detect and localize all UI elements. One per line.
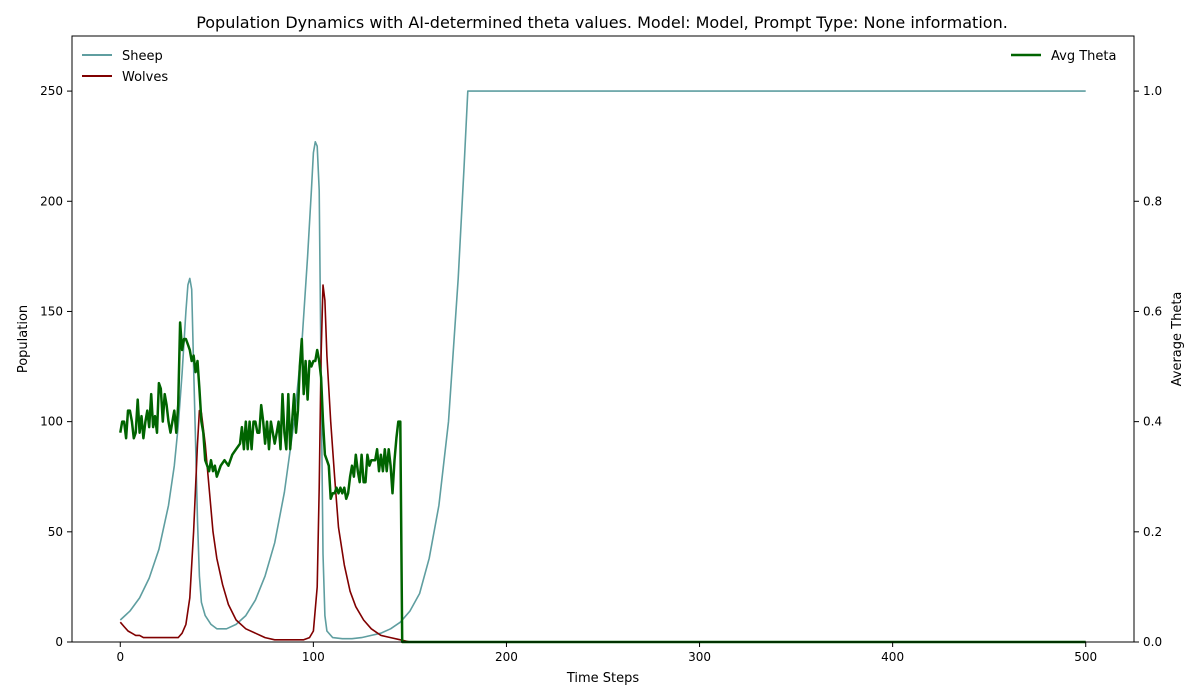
x-tick-label: 0 bbox=[116, 650, 124, 664]
y2-tick-label: 0.4 bbox=[1143, 415, 1162, 429]
legend-avg-theta-label: Avg Theta bbox=[1051, 49, 1116, 64]
x-tick-label: 500 bbox=[1074, 650, 1097, 664]
legend-wolves-label: Wolves bbox=[122, 70, 168, 85]
x-tick-label: 200 bbox=[495, 650, 518, 664]
y-tick-label: 0 bbox=[55, 635, 63, 649]
y2-tick-label: 0.0 bbox=[1143, 635, 1162, 649]
y2-tick-label: 1.0 bbox=[1143, 84, 1162, 98]
x-tick-label: 100 bbox=[302, 650, 325, 664]
legend-sheep-label: Sheep bbox=[122, 49, 163, 64]
y2-axis-label: Average Theta bbox=[1170, 292, 1185, 387]
series-line-wolves bbox=[119, 284, 1086, 643]
series-line-avg-theta bbox=[119, 321, 1086, 644]
chart-title: Population Dynamics with AI-determined t… bbox=[196, 13, 1008, 32]
y-axis-label: Population bbox=[16, 305, 31, 373]
x-axis-label: Time Steps bbox=[566, 671, 640, 686]
y2-tick-label: 0.6 bbox=[1143, 304, 1162, 318]
x-tick-label: 400 bbox=[881, 650, 904, 664]
y-tick-label: 50 bbox=[48, 525, 63, 539]
y2-tick-label: 0.8 bbox=[1143, 194, 1162, 208]
x-tick-label: 300 bbox=[688, 650, 711, 664]
y-tick-label: 100 bbox=[40, 415, 63, 429]
y-tick-label: 200 bbox=[40, 194, 63, 208]
y2-tick-label: 0.2 bbox=[1143, 525, 1162, 539]
plot-frame bbox=[71, 35, 1135, 643]
y-tick-label: 250 bbox=[40, 84, 63, 98]
series-line-sheep bbox=[119, 90, 1086, 640]
series-layer bbox=[119, 90, 1086, 644]
y-tick-label: 150 bbox=[40, 304, 63, 318]
legend-left: Sheep Wolves bbox=[82, 49, 168, 85]
legend-right: Avg Theta bbox=[1011, 49, 1116, 64]
ticks-layer: 0 100 200 300 400 500 0 50 100 150 200 250 0.0 0.2 0.4… bbox=[40, 84, 1162, 664]
